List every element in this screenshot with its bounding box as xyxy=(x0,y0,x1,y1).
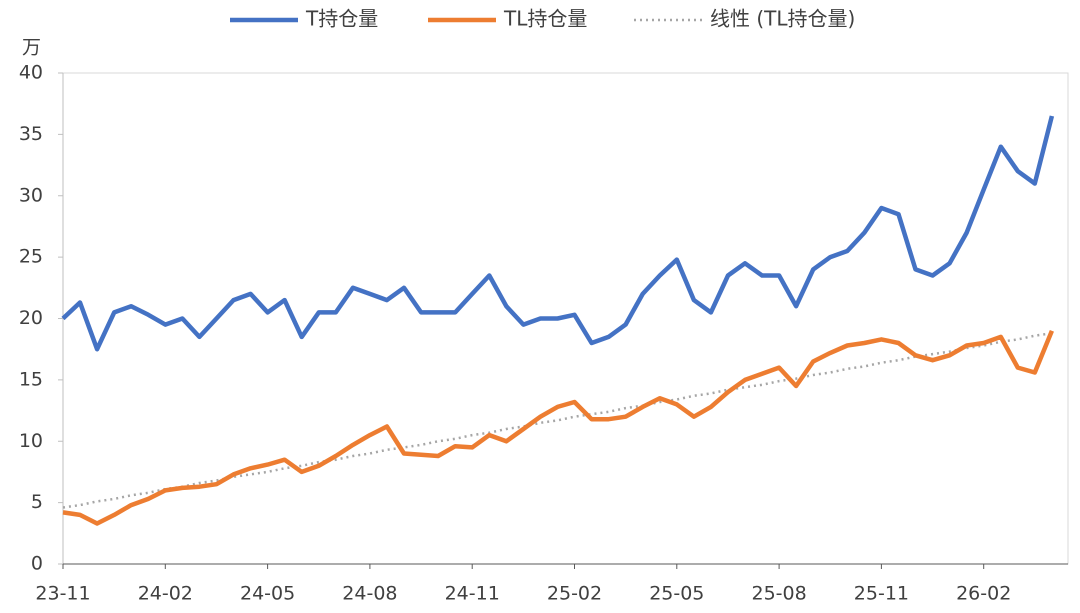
x-tick-label: 25-08 xyxy=(751,583,806,605)
x-tick-label: 25-05 xyxy=(649,583,704,605)
y-tick-label: 15 xyxy=(19,368,43,390)
x-tick-label: 23-11 xyxy=(35,583,90,605)
x-tick-label: 24-08 xyxy=(342,583,397,605)
legend-label: 线性 (TL持仓量) xyxy=(710,7,855,31)
y-tick-label: 0 xyxy=(31,553,43,575)
x-tick-label: 25-11 xyxy=(854,583,909,605)
y-tick-label: 30 xyxy=(19,184,43,206)
trend-line xyxy=(62,331,1053,509)
y-tick-label: 25 xyxy=(19,246,43,268)
series-line xyxy=(62,329,1054,526)
legend: T持仓量 TL持仓量 线性 (TL持仓量) xyxy=(230,7,855,31)
x-tick-label: 26-02 xyxy=(956,583,1011,605)
y-unit: 万 xyxy=(22,37,41,59)
series-line xyxy=(61,115,1055,352)
legend-label: TL持仓量 xyxy=(503,7,587,31)
x-tick-label: 25-02 xyxy=(547,583,602,605)
x-tick-label: 24-02 xyxy=(138,583,193,605)
y-tick-label: 10 xyxy=(19,430,43,452)
y-tick-label: 40 xyxy=(19,62,43,84)
y-tick-label: 20 xyxy=(19,307,43,329)
y-tick-label: 35 xyxy=(19,123,43,145)
x-tick-label: 24-05 xyxy=(240,583,295,605)
x-tick-label: 24-11 xyxy=(445,583,500,605)
y-tick-label: 5 xyxy=(31,491,43,513)
legend-label: T持仓量 xyxy=(305,7,378,31)
